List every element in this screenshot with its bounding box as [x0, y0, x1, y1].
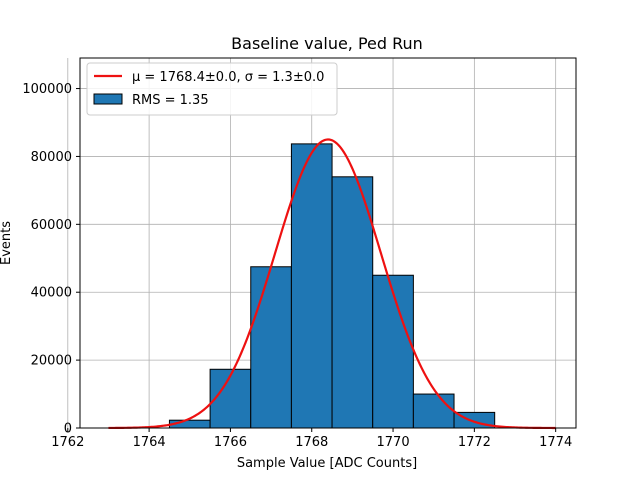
y-tick-label: 20000: [31, 354, 72, 369]
legend: μ = 1768.4±0.0, σ = 1.3±0.0 RMS = 1.35: [86, 62, 338, 116]
x-tick-label: 1768: [295, 435, 328, 450]
x-tick-label: 1770: [377, 435, 410, 450]
histogram-bar: [372, 274, 414, 429]
x-axis-label: Sample Value [ADC Counts]: [237, 456, 417, 471]
histogram-bar: [250, 266, 292, 429]
x-tick-label: 1764: [133, 435, 166, 450]
histogram-bar: [412, 393, 455, 429]
x-tick-label: 1774: [539, 435, 572, 450]
gaussian-fit: [108, 138, 556, 430]
x-tick-label: 1766: [214, 435, 247, 450]
legend-histogram-label: RMS = 1.35: [132, 93, 209, 108]
fit-curve: [108, 138, 556, 430]
y-tick-label: 80000: [31, 150, 72, 165]
x-tick-label: 1762: [51, 435, 84, 450]
x-axis-ticks: 1762 1764 1766 1768 1770 1772 1774: [51, 428, 572, 450]
y-tick-label: 100000: [22, 82, 72, 97]
legend-box: [86, 62, 338, 116]
plot-frame: [79, 57, 577, 429]
x-tick-label: 1772: [458, 435, 491, 450]
y-axis-label: Events: [0, 221, 14, 265]
y-tick-label: 60000: [31, 218, 72, 233]
legend-histogram-swatch: [93, 93, 123, 105]
y-axis-ticks: 0 20000 40000 60000 80000 100000: [22, 82, 80, 437]
histogram-bars: [168, 143, 496, 429]
chart-title: Baseline value, Ped Run: [231, 34, 423, 53]
histogram-bar: [331, 176, 374, 429]
legend-fit-label: μ = 1768.4±0.0, σ = 1.3±0.0: [132, 70, 324, 85]
y-tick-label: 0: [64, 422, 72, 437]
y-tick-label: 40000: [31, 286, 72, 301]
